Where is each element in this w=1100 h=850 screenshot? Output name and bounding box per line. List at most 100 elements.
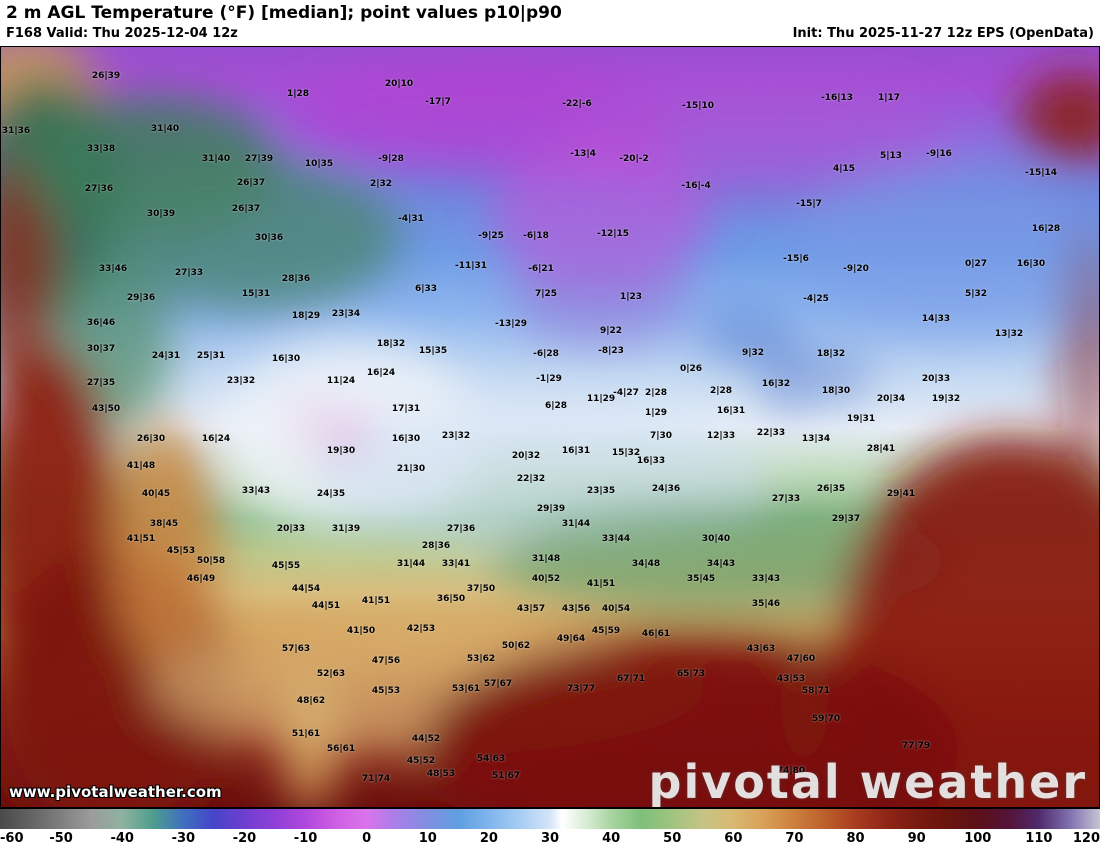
point-value: 18|29 (291, 311, 321, 321)
point-value: 31|48 (531, 554, 561, 564)
point-value: 43|57 (516, 604, 546, 614)
point-value: 26|39 (91, 71, 121, 81)
point-value: 27|36 (84, 184, 114, 194)
point-value: 26|37 (236, 178, 266, 188)
point-value: 23|34 (331, 309, 361, 319)
point-value: 5|32 (964, 289, 988, 299)
point-value: 1|17 (877, 93, 901, 103)
point-value: 20|32 (511, 451, 541, 461)
point-value: 48|53 (426, 769, 456, 779)
colorbar-tick-label: 10 (418, 831, 437, 846)
point-value: 7|30 (649, 431, 673, 441)
point-value: 31|44 (561, 519, 591, 529)
point-value: 71|74 (361, 774, 391, 784)
point-value: 24|35 (316, 489, 346, 499)
point-value: 35|45 (686, 574, 716, 584)
colorbar-tick-label: 110 (1025, 831, 1053, 846)
point-value: 43|53 (776, 674, 806, 684)
point-value: 22|33 (756, 428, 786, 438)
point-value: 41|51 (126, 534, 156, 544)
point-value: -9|25 (478, 231, 504, 241)
point-value: 43|50 (91, 404, 121, 414)
colorbar-tick-label: 70 (785, 831, 804, 846)
point-value: 33|38 (86, 144, 116, 154)
colorbar-tick-label: -10 (293, 831, 318, 846)
colorbar-tick-label: 120 (1072, 831, 1100, 846)
point-value: 28|36 (421, 541, 451, 551)
point-value: 29|41 (886, 489, 916, 499)
point-value: 23|35 (586, 486, 616, 496)
point-value: 30|36 (254, 233, 284, 243)
colorbar-tick-label: -30 (171, 831, 196, 846)
point-value: -20|-2 (619, 154, 649, 164)
point-value: 33|43 (241, 486, 271, 496)
point-value: 25|31 (196, 351, 226, 361)
point-value: 15|32 (611, 448, 641, 458)
colorbar: -60 -50 -40 -30 -20 -10 0 10 20 30 40 50 60 70 80 90 100… (0, 808, 1100, 850)
point-value: 20|33 (276, 524, 306, 534)
point-value: 24|36 (651, 484, 681, 494)
point-value: 59|70 (811, 714, 841, 724)
point-value: 28|36 (281, 274, 311, 284)
init-time-text: Init: Thu 2025-11-27 12z EPS (OpenData) (792, 26, 1094, 41)
point-value: 31|39 (331, 524, 361, 534)
point-value: 16|24 (366, 368, 396, 378)
point-value: 16|28 (1031, 224, 1061, 234)
point-value: -6|21 (528, 264, 554, 274)
point-value: 49|64 (556, 634, 586, 644)
point-value: 24|31 (151, 351, 181, 361)
point-value: 50|58 (196, 556, 226, 566)
point-value: -15|7 (796, 199, 822, 209)
point-value: 15|31 (241, 289, 271, 299)
point-value: 11|24 (326, 376, 356, 386)
point-value: 27|33 (174, 268, 204, 278)
point-value: 41|48 (126, 461, 156, 471)
header-bar: 2 m AGL Temperature (°F) [median]; point… (0, 0, 1100, 46)
point-value: 2|28 (644, 388, 668, 398)
point-value: 10|35 (304, 159, 334, 169)
point-value: 73|77 (566, 684, 596, 694)
point-value: -12|15 (596, 229, 630, 239)
point-value: 30|40 (701, 534, 731, 544)
colorbar-tick-label: 0 (362, 831, 372, 846)
point-value: -16|-4 (681, 181, 711, 191)
point-value: 21|30 (396, 464, 426, 474)
colorbar-ticks: -60 -50 -40 -30 -20 -10 0 10 20 30 40 50 60 70 80 90 100… (0, 829, 1100, 850)
point-value: -15|14 (1024, 168, 1058, 178)
point-value: 41|51 (361, 596, 391, 606)
point-value: 31|40 (201, 154, 231, 164)
point-value: 56|61 (326, 744, 356, 754)
point-value: 13|34 (801, 434, 831, 444)
point-value: 45|53 (371, 686, 401, 696)
point-value: 15|35 (418, 346, 448, 356)
colorbar-tick-label: 30 (540, 831, 560, 846)
point-value: 16|31 (716, 406, 746, 416)
point-value: 6|28 (544, 401, 568, 411)
point-value: -1|29 (536, 374, 562, 384)
point-value: 23|32 (441, 431, 471, 441)
point-value: -9|28 (378, 154, 404, 164)
point-value: 51|67 (491, 771, 521, 781)
point-value: -8|23 (598, 346, 624, 356)
point-value: 5|13 (879, 151, 903, 161)
point-value: 16|32 (761, 379, 791, 389)
point-value: 31|44 (396, 559, 426, 569)
colorbar-tick-label: -60 (0, 831, 24, 846)
point-value: 53|62 (466, 654, 496, 664)
point-value: 43|56 (561, 604, 591, 614)
point-value: 37|50 (466, 584, 496, 594)
point-value: 18|30 (821, 386, 851, 396)
point-value: -6|18 (523, 231, 549, 241)
point-value: 58|71 (801, 686, 831, 696)
point-value: -4|31 (398, 214, 424, 224)
point-value: 14|33 (921, 314, 951, 324)
point-value: 20|10 (384, 79, 414, 89)
point-value: 28|41 (866, 444, 896, 454)
point-value: 47|60 (786, 654, 816, 664)
point-value: 19|31 (846, 414, 876, 424)
point-value: 40|52 (531, 574, 561, 584)
point-value: 65|73 (676, 669, 706, 679)
point-value: -17|7 (425, 97, 451, 107)
temperature-map: 26|39 1|28 20|10 -17|7 -22|-6 -15|10 -16|13 1|1… (0, 46, 1100, 808)
point-value: 30|37 (86, 344, 116, 354)
